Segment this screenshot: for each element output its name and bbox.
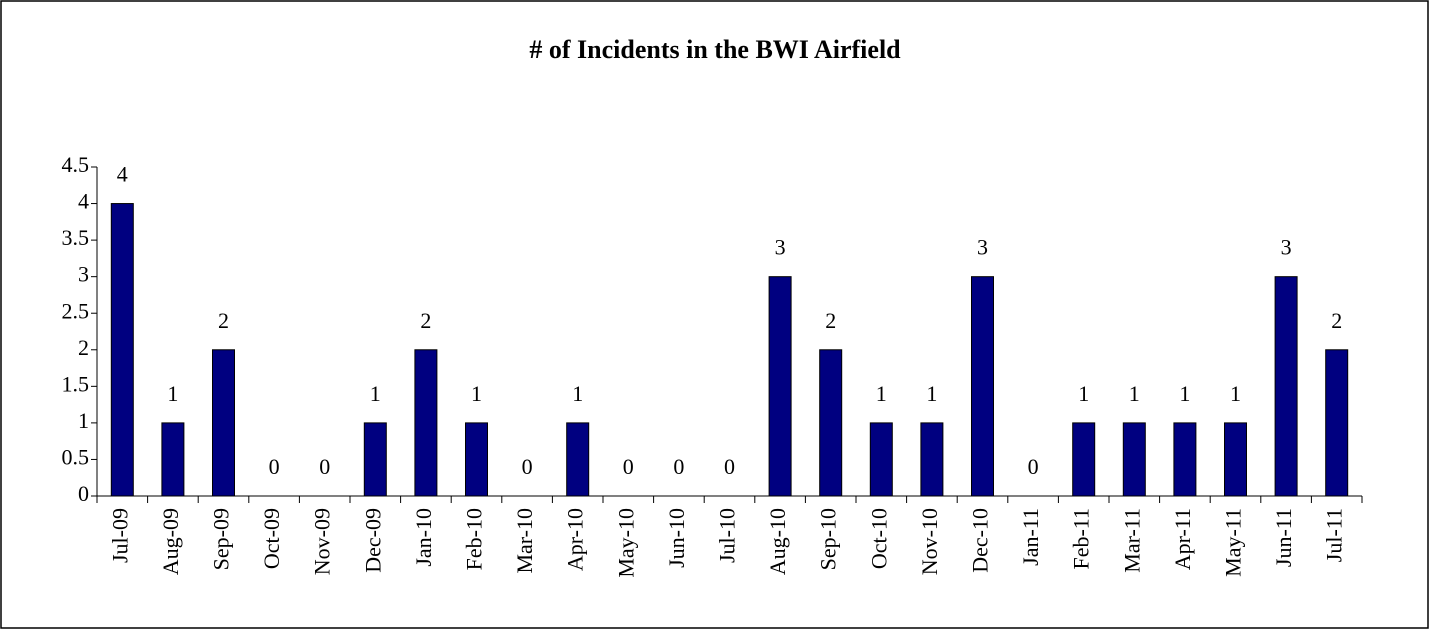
bar (110, 203, 134, 497)
x-tick-label: Nov-10 (917, 508, 942, 575)
x-tick-label: Jun-10 (664, 508, 689, 568)
bar (819, 349, 843, 497)
bar (161, 422, 185, 497)
x-tick-label: Dec-10 (968, 508, 993, 573)
x-tick-label: Mar-10 (512, 508, 537, 574)
x-tick-label: Dec-09 (360, 508, 385, 573)
bar (920, 422, 944, 497)
value-label: 3 (977, 235, 988, 260)
value-label: 1 (926, 381, 937, 406)
value-label: 1 (1179, 381, 1190, 406)
x-tick-label: Jun-11 (1271, 508, 1296, 567)
x-tick-label: Feb-10 (462, 508, 487, 570)
value-label: 0 (1028, 454, 1039, 479)
value-label: 1 (167, 381, 178, 406)
bar (414, 349, 438, 497)
bar (212, 349, 235, 497)
value-label: 0 (522, 454, 533, 479)
value-label: 3 (775, 235, 786, 260)
bar (1325, 349, 1349, 497)
bar (1224, 422, 1247, 497)
bar (1122, 422, 1146, 497)
x-tick-label: Nov-09 (310, 508, 335, 575)
value-label: 1 (471, 381, 482, 406)
x-tick-label: May-11 (1221, 508, 1246, 577)
x-tick-label: Jul-11 (1322, 508, 1347, 562)
value-label: 1 (1129, 381, 1140, 406)
value-label: 2 (825, 308, 836, 333)
value-label: 4 (117, 162, 128, 187)
value-label: 0 (673, 454, 684, 479)
x-tick-label: Mar-11 (1119, 508, 1144, 573)
x-tick-label: Aug-09 (158, 508, 183, 575)
x-tick-label: Jul-09 (107, 508, 132, 563)
value-label: 1 (876, 381, 887, 406)
y-tick-label: 4.5 (62, 152, 90, 177)
value-label: 1 (572, 381, 583, 406)
bar (363, 422, 387, 497)
x-tick-label: May-10 (613, 508, 638, 578)
value-label: 0 (623, 454, 634, 479)
bar (566, 422, 590, 497)
x-tick-label: Apr-10 (563, 508, 588, 571)
y-tick-label: 0 (78, 481, 89, 506)
y-tick-label: 3 (78, 262, 89, 287)
value-label: 0 (319, 454, 330, 479)
x-tick-label: Feb-11 (1069, 508, 1094, 570)
bar (1072, 422, 1096, 497)
value-label: 1 (370, 381, 381, 406)
y-tick-label: 3.5 (62, 225, 90, 250)
bar (1173, 422, 1197, 497)
bar (971, 276, 994, 497)
bar (869, 422, 893, 497)
value-label: 1 (1230, 381, 1241, 406)
value-label: 1 (1078, 381, 1089, 406)
y-tick-label: 2 (78, 335, 89, 360)
x-tick-label: Sep-10 (816, 508, 841, 570)
y-tick-label: 4 (78, 189, 89, 214)
x-tick-label: Oct-10 (866, 508, 891, 569)
value-label: 2 (218, 308, 229, 333)
value-label: 0 (724, 454, 735, 479)
value-label: 2 (420, 308, 431, 333)
x-tick-label: Jan-10 (411, 508, 436, 567)
value-label: 3 (1281, 235, 1292, 260)
x-tick-label: Sep-09 (209, 508, 234, 570)
value-label: 0 (269, 454, 280, 479)
x-tick-label: Jul-10 (715, 508, 740, 563)
chart-title: # of Incidents in the BWI Airfield (529, 35, 901, 64)
bar (1274, 276, 1298, 497)
y-tick-label: 0.5 (62, 444, 90, 469)
value-label: 2 (1331, 308, 1342, 333)
x-tick-label: Oct-09 (259, 508, 284, 569)
x-tick-label: Apr-11 (1170, 508, 1195, 570)
y-tick-label: 2.5 (62, 298, 90, 323)
x-tick-label: Jan-11 (1018, 508, 1043, 566)
x-tick-label: Aug-10 (765, 508, 790, 575)
y-tick-label: 1 (78, 408, 89, 433)
y-tick-label: 1.5 (62, 371, 90, 396)
bar (768, 276, 792, 497)
bar (465, 422, 488, 497)
